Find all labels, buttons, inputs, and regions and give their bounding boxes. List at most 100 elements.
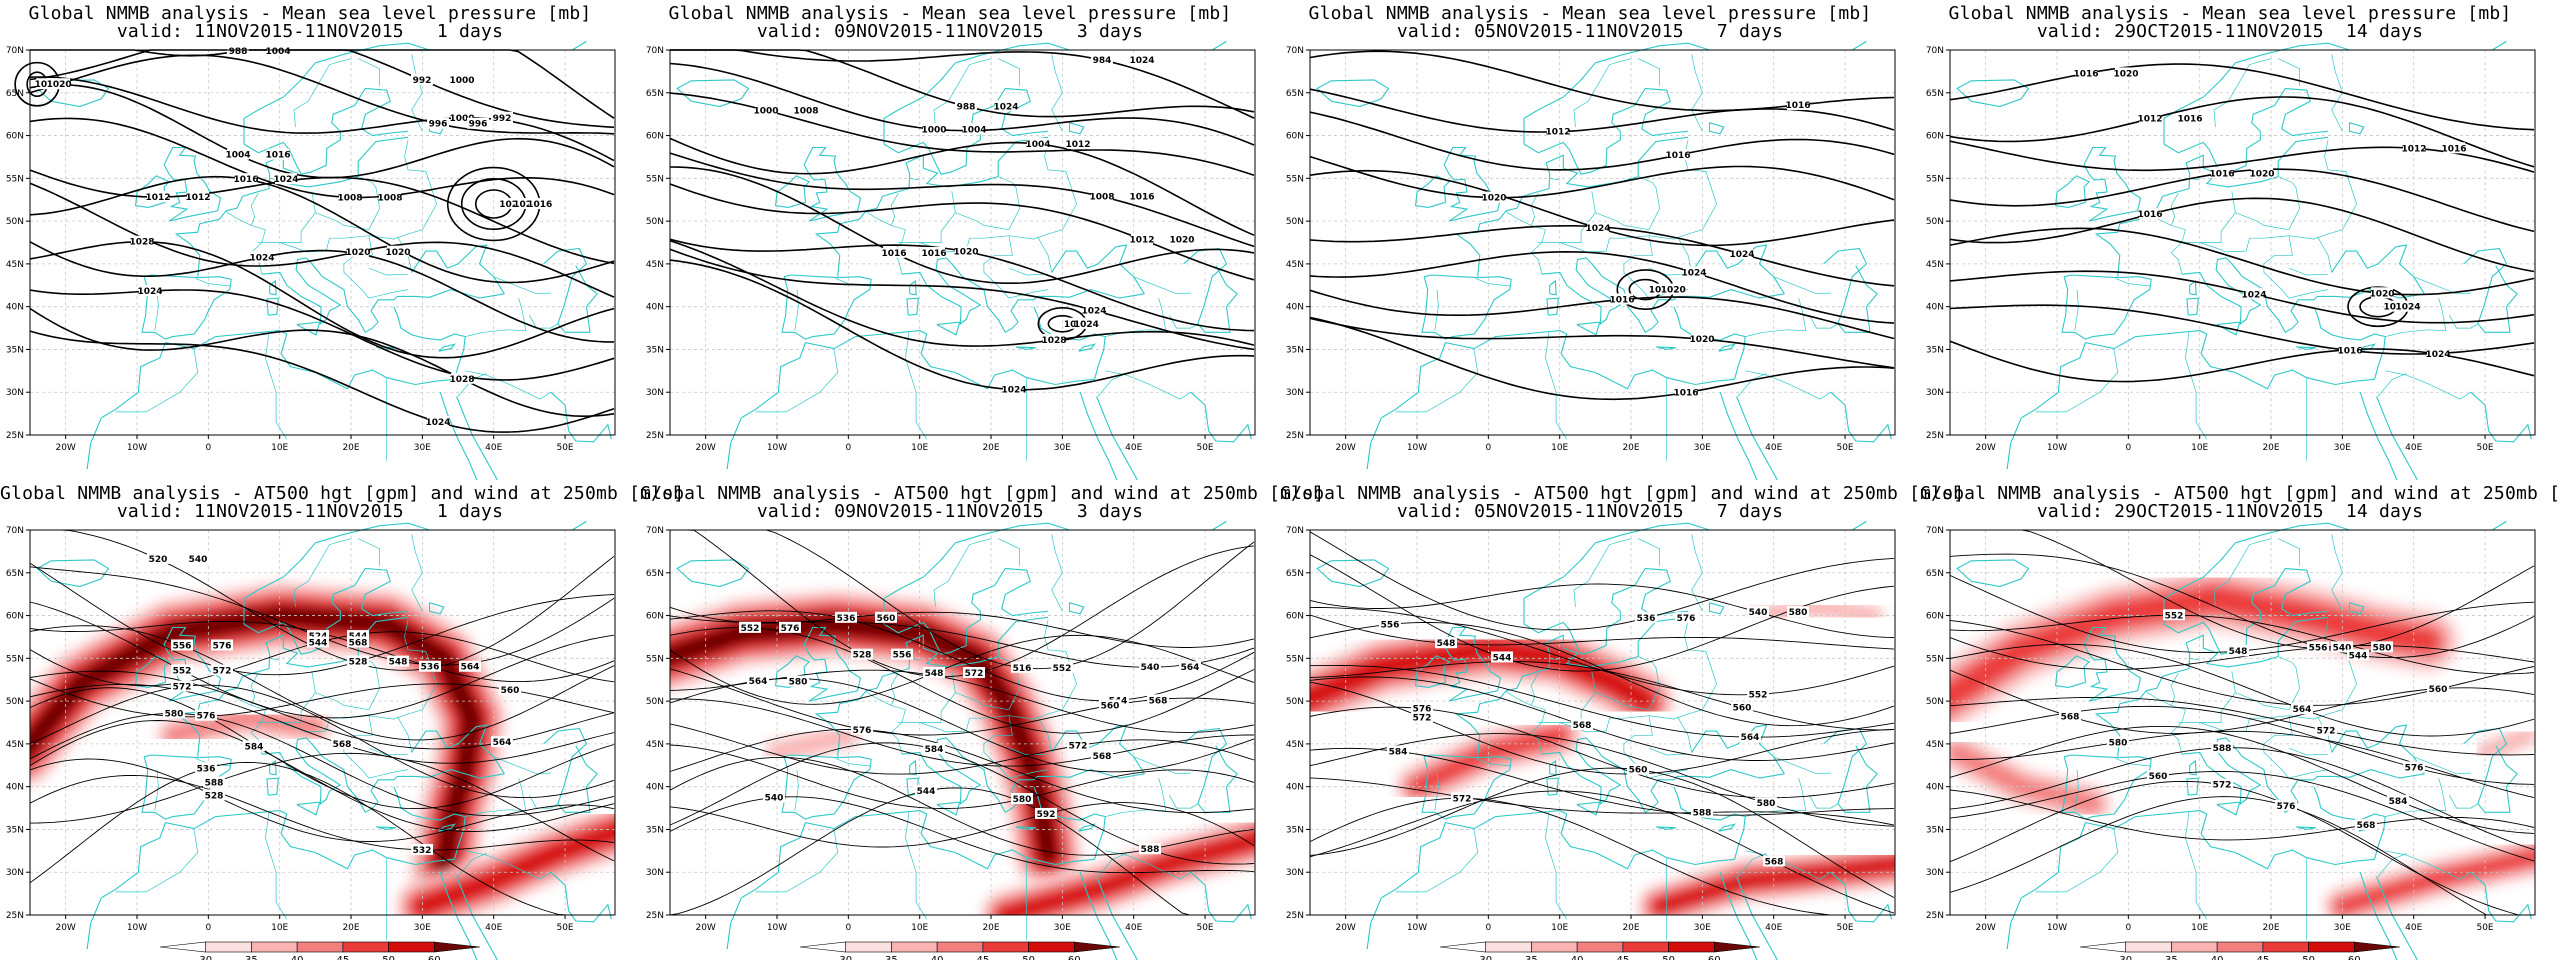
- coastline: [1068, 122, 1085, 135]
- lon-tick-label: 40E: [485, 923, 502, 933]
- coastline: [1708, 602, 1725, 615]
- isoline-label: 576: [213, 642, 232, 652]
- isoline-label-bg: [1411, 702, 1433, 714]
- isoline: [29, 241, 614, 343]
- coastline: [676, 79, 750, 108]
- isoline-label: 1020: [1661, 286, 1686, 296]
- coastline: [543, 247, 598, 333]
- panel-mslp-1d: Global NMMB analysis - Mean sea level pr…: [0, 0, 640, 480]
- coastline: [2083, 146, 2142, 222]
- lon-tick-label: 20W: [1335, 443, 1355, 453]
- country-border: [866, 211, 906, 275]
- coastline: [428, 602, 445, 615]
- isoline-label-bg: [139, 285, 161, 297]
- isoline-label-bg: [1627, 763, 1649, 775]
- isoline-label: 552: [2165, 611, 2184, 621]
- isoline-label: 572: [173, 683, 192, 693]
- lat-tick-label: 40N: [1926, 783, 1944, 793]
- coastline: [243, 42, 430, 145]
- coastline: [163, 146, 222, 222]
- isoline: [29, 175, 615, 284]
- isoline-label: 588: [1693, 808, 1712, 818]
- lon-tick-label: 20E: [342, 923, 359, 933]
- isoline-label-bg: [147, 552, 169, 564]
- isoline-label: 560: [2429, 685, 2448, 695]
- lat-tick-label: 25N: [646, 431, 664, 441]
- map-frame: [1309, 529, 1896, 916]
- lon-tick-label: 30E: [2334, 923, 2351, 933]
- coastline: [1830, 871, 1892, 923]
- isoline: [1309, 622, 1895, 727]
- coastline: [803, 146, 862, 222]
- isoline-label-bg: [379, 191, 401, 203]
- lat-tick-label: 65N: [646, 569, 664, 579]
- coastline: [393, 306, 466, 341]
- coastline: [1956, 79, 2030, 108]
- lon-tick-label: 40E: [1765, 923, 1782, 933]
- isoline-label-bg: [307, 630, 329, 642]
- lat-tick-label: 45N: [6, 740, 24, 750]
- isoline: [1309, 169, 1895, 247]
- isoline-label-bg: [203, 789, 225, 801]
- isoline-label-bg: [1139, 661, 1161, 673]
- isoline-label: 528: [853, 651, 872, 661]
- country-border: [755, 829, 839, 893]
- coastline: [1851, 40, 1867, 51]
- isoline-label: 1024: [273, 175, 298, 185]
- lat-tick-label: 25N: [1286, 911, 1304, 921]
- country-border: [115, 349, 199, 413]
- coastline: [1736, 396, 1779, 480]
- isoline-label-bg: [2403, 761, 2425, 773]
- coastline: [1033, 786, 1106, 821]
- colorbar-segment: [1668, 941, 1715, 953]
- isoline-label: 592: [1037, 810, 1056, 820]
- isoline: [29, 625, 615, 741]
- coastline: [1190, 391, 1252, 443]
- isoline-label: 560: [2149, 772, 2168, 782]
- coastline: [1183, 247, 1238, 333]
- coastlines: [1956, 520, 2532, 960]
- borders: [2035, 534, 2479, 941]
- isoline-label-bg: [211, 639, 233, 651]
- coastline: [1366, 330, 1746, 470]
- wind-speed-band: [2335, 849, 2535, 914]
- wind-band: [1637, 841, 1895, 915]
- isoline-label-bg: [2139, 208, 2161, 220]
- isoline-label: 1024: [2241, 290, 2266, 300]
- coastline: [814, 136, 1049, 277]
- coastline: [269, 759, 277, 776]
- isoline-label-bg: [747, 674, 769, 686]
- lat-tick-label: 35N: [6, 825, 24, 835]
- colorbar-label: 30: [2119, 955, 2132, 960]
- country-border: [2074, 289, 2079, 331]
- lat-tick-label: 50N: [6, 697, 24, 707]
- lat-tick-label: 55N: [646, 654, 664, 664]
- colorbar-label: 40: [931, 955, 944, 960]
- isoline: [669, 152, 1255, 248]
- isoline: [1949, 637, 2535, 670]
- country-border: [2035, 829, 2119, 893]
- isoline-label: 1024: [1001, 385, 1026, 395]
- lon-tick-label: 50E: [556, 443, 573, 453]
- isoline-label-bg: [459, 660, 481, 672]
- isoline-label: 572: [2213, 781, 2232, 791]
- isoline-label-bg: [528, 198, 551, 209]
- country-border: [2288, 747, 2329, 756]
- lat-tick-label: 35N: [1926, 825, 1944, 835]
- colorbar-label: 40: [1571, 955, 1584, 960]
- coastline: [305, 257, 505, 334]
- country-border: [1008, 619, 1077, 720]
- lon-tick-label: 20W: [1335, 923, 1355, 933]
- country-border: [368, 267, 409, 276]
- isoline-label-bg: [955, 100, 977, 112]
- country-border: [250, 672, 259, 706]
- isoline-label-bg: [851, 723, 873, 735]
- coastline: [305, 737, 505, 814]
- panel-valid: valid: 11NOV2015-11NOV2015 1 days: [116, 21, 504, 42]
- lat-tick-label: 30N: [646, 388, 664, 398]
- country-border: [368, 139, 437, 240]
- coastline: [543, 727, 598, 813]
- country-border: [2331, 534, 2343, 612]
- isoline-label: 556: [2309, 644, 2328, 654]
